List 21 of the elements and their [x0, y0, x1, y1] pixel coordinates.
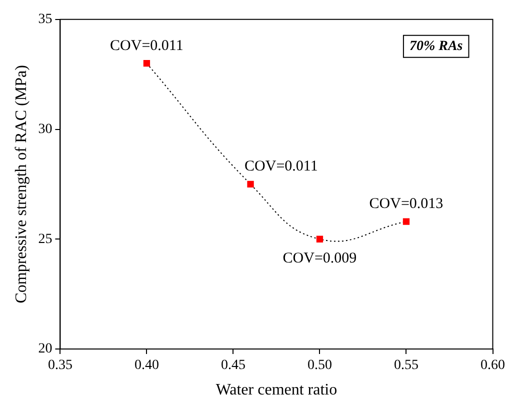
- x-tick-label: 0.45: [220, 358, 246, 374]
- annotation: COV=0.009: [282, 250, 357, 267]
- point: [316, 236, 324, 242]
- point: [143, 60, 150, 67]
- y-tick-label: 25: [38, 232, 52, 247]
- x-tick-label: 0.55: [394, 358, 418, 374]
- point: [402, 218, 410, 225]
- x-axis-title: Water cement ratio: [216, 382, 338, 399]
- x-tick-label: 0.50: [307, 358, 332, 374]
- x-tick-label: 0.40: [134, 358, 159, 374]
- y-tick-label: 35: [38, 12, 52, 28]
- point: [247, 180, 254, 188]
- x-tick-label: 0.60: [480, 358, 505, 374]
- annotation: COV=0.011: [110, 38, 184, 54]
- y-axis-title: Compressive strength of RAC (MPa): [12, 65, 30, 304]
- annotation: 70% RAs: [409, 39, 464, 54]
- x-tick-label: 0.35: [48, 358, 72, 374]
- annotation: COV=0.013: [369, 196, 444, 212]
- y-tick-label: 30: [38, 122, 52, 137]
- y-tick-label: 20: [38, 342, 52, 357]
- annotation: COV=0.011: [244, 158, 318, 175]
